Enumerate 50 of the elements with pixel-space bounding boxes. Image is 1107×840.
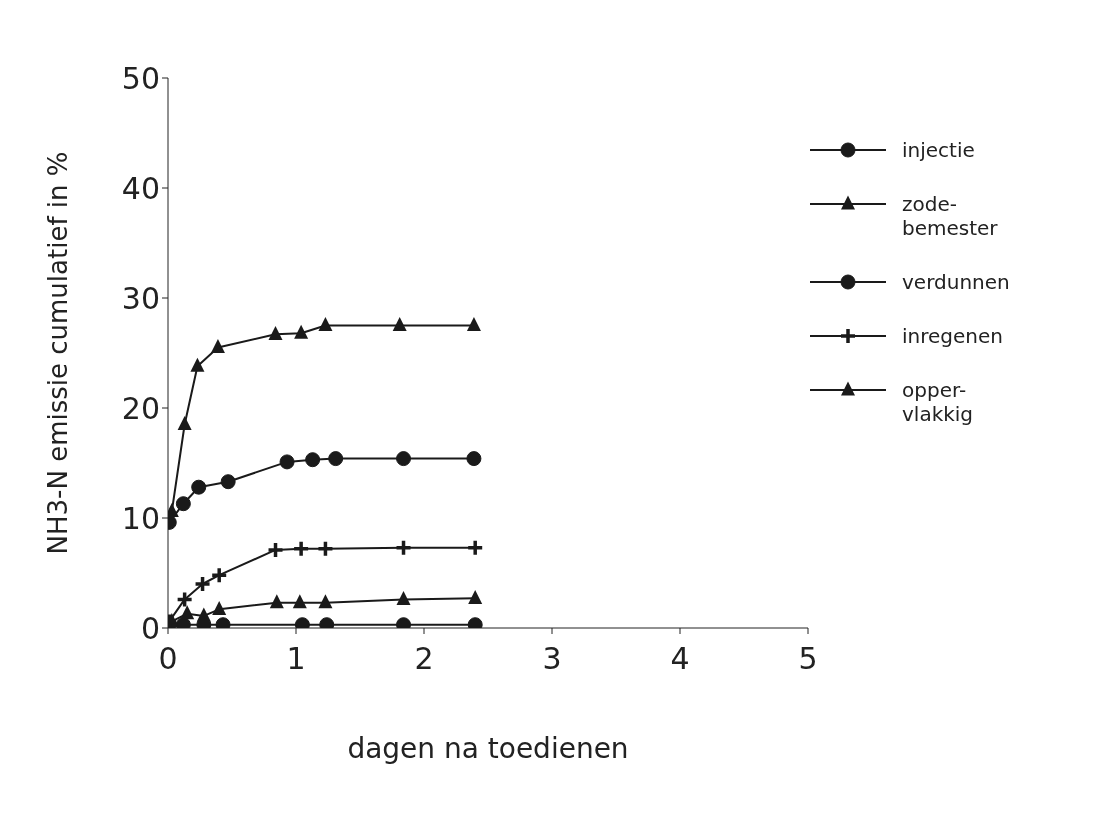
y-tick-label: 20 [121, 390, 160, 426]
point [210, 339, 225, 354]
point [180, 605, 195, 620]
x-tick-label: 5 [798, 641, 818, 677]
legend-label: injectie [902, 138, 975, 162]
point [468, 589, 483, 604]
point [292, 594, 307, 609]
point [175, 590, 194, 609]
point [466, 538, 484, 557]
point [177, 416, 192, 431]
point [305, 452, 321, 468]
x-tick-label: 4 [670, 641, 690, 677]
point [175, 496, 191, 512]
point [268, 325, 283, 340]
point [466, 451, 482, 467]
point [316, 540, 335, 558]
y-tick-label: 30 [121, 280, 160, 316]
y-tick-label: 0 [140, 610, 160, 646]
point [191, 479, 207, 495]
point [392, 317, 407, 332]
point [193, 575, 212, 593]
point [396, 451, 412, 467]
x-tick-label: 2 [414, 641, 434, 677]
legend-label: zode- bemester [902, 192, 998, 240]
point [328, 451, 344, 467]
x-tick-label: 3 [542, 641, 562, 677]
point [210, 566, 228, 584]
point [318, 594, 333, 609]
point [394, 538, 413, 557]
legend-label: inregenen [902, 324, 1003, 348]
point [220, 474, 236, 490]
point [294, 324, 309, 339]
point [266, 541, 285, 559]
point [318, 317, 333, 332]
point [292, 540, 310, 558]
legend-label: opper- vlakkig [902, 378, 974, 426]
y-tick-label: 40 [121, 170, 160, 206]
point [269, 594, 284, 609]
point [466, 317, 481, 332]
y-tick-label: 10 [121, 500, 160, 536]
y-tick-label: 50 [121, 60, 160, 96]
point [279, 454, 295, 470]
point [190, 357, 205, 372]
point [212, 600, 227, 615]
point [396, 591, 411, 605]
x-tick-label: 1 [286, 641, 306, 677]
legend-label: verdunnen [902, 270, 1010, 294]
point [196, 607, 211, 622]
y-axis-title: NH3-N emissie cumulatief in % [43, 151, 74, 555]
x-axis-title: dagen na toedienen [347, 732, 629, 765]
